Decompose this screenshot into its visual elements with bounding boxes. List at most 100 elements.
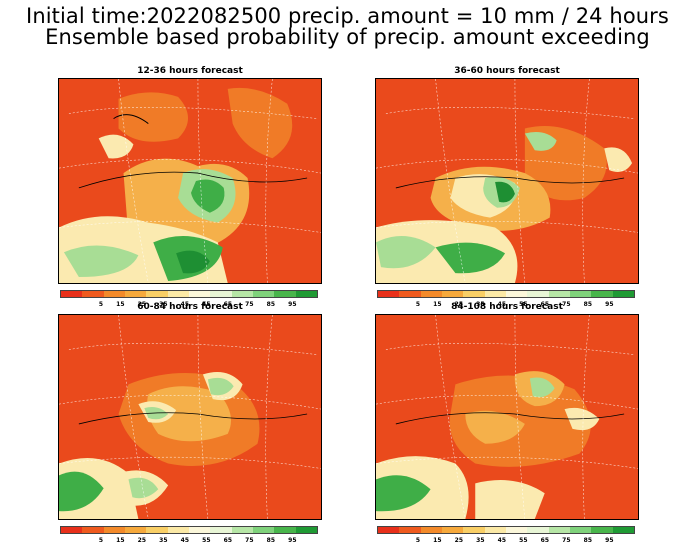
colorbar-segment [231, 291, 253, 297]
colorbar-segment [420, 291, 442, 297]
colorbar-tick-label: 95 [288, 537, 297, 544]
colorbar-tick-label: 65 [540, 537, 549, 544]
header-line-1: Initial time:2022082500 precip. amount =… [26, 4, 669, 28]
colorbar [60, 290, 318, 298]
colorbar-tick-label: 35 [476, 537, 485, 544]
colorbar-ticks: 5 15 25 35 45 55 65 75 85 95 [60, 537, 318, 547]
colorbar-segment [612, 291, 634, 297]
colorbar-segment [548, 527, 570, 533]
colorbar-tick-label: 85 [266, 301, 275, 308]
tick-spacer [297, 537, 319, 547]
tick-spacer [377, 537, 399, 547]
colorbar-segment [295, 527, 317, 533]
colorbar-segment [252, 527, 275, 533]
colorbar-tick-label: 15 [116, 537, 125, 544]
colorbar-tick-label: 5 [415, 301, 420, 308]
header-line-2: Ensemble based probability of precip. am… [45, 25, 650, 49]
colorbar-segment [82, 291, 104, 297]
colorbar [377, 526, 635, 534]
colorbar-segment [378, 291, 400, 297]
colorbar-tick-label: 15 [433, 537, 442, 544]
colorbar-tick-label: 65 [223, 301, 232, 308]
colorbar-segment [188, 527, 211, 533]
colorbar-tick-label: 55 [519, 301, 528, 308]
panel-title: 36-60 hours forecast [454, 66, 560, 76]
colorbar-segment [569, 291, 592, 297]
colorbar [377, 290, 635, 298]
colorbar-tick-label: 75 [245, 301, 254, 308]
colorbar-tick-label: 45 [180, 537, 189, 544]
forecast-panel-60-84: 60-84 hours forecast 5 15 25 35 45 55 65 75 85 95 [58, 302, 322, 550]
colorbar-segment [274, 527, 296, 533]
tick-spacer [614, 537, 636, 547]
colorbar-tick-label: 35 [476, 301, 485, 308]
colorbar-segment [527, 527, 549, 533]
colorbar-segment [463, 527, 485, 533]
colorbar-tick-label: 5 [98, 301, 103, 308]
colorbar-segment [252, 291, 275, 297]
colorbar-tick-label: 55 [202, 301, 211, 308]
colorbar-segment [82, 527, 104, 533]
colorbar-tick-label: 75 [562, 537, 571, 544]
colorbar-segment [399, 291, 421, 297]
colorbar-tick-label: 25 [454, 301, 463, 308]
colorbar-segment [61, 291, 83, 297]
colorbar-tick-label: 95 [605, 301, 614, 308]
colorbar-ticks: 5 15 25 35 45 55 65 75 85 95 [377, 301, 635, 311]
colorbar-tick-label: 5 [415, 537, 420, 544]
colorbar-tick-label: 25 [137, 537, 146, 544]
colorbar-tick-label: 55 [202, 537, 211, 544]
colorbar-segment [591, 291, 613, 297]
probability-map [58, 314, 322, 520]
colorbar-segment [420, 527, 442, 533]
figure-header: Initial time:2022082500 precip. amount =… [0, 6, 695, 48]
colorbar-segment [378, 527, 400, 533]
colorbar-segment [527, 291, 549, 297]
colorbar-tick-label: 25 [454, 537, 463, 544]
colorbar-segment [231, 527, 253, 533]
probability-map [375, 314, 639, 520]
panel-title: 12-36 hours forecast [137, 66, 243, 76]
colorbar-segment [146, 527, 168, 533]
probability-map [58, 78, 322, 284]
colorbar-segment [441, 527, 464, 533]
colorbar-segment [463, 291, 485, 297]
colorbar-tick-label: 35 [159, 537, 168, 544]
panel-title: 60-84 hours forecast [137, 302, 243, 312]
colorbar-tick-label: 75 [245, 537, 254, 544]
colorbar-segment [103, 527, 125, 533]
forecast-panel-12-36: 12-36 hours forecast 5 15 25 35 45 55 65 75 85 95 [58, 66, 322, 314]
colorbar-tick-label: 95 [605, 537, 614, 544]
colorbar-segment [591, 527, 613, 533]
forecast-panel-84-108: 84-108 hours forecast 5 15 25 35 45 55 65 75 85 9… [375, 302, 639, 550]
colorbar-segment [61, 527, 83, 533]
colorbar-tick-label: 45 [180, 301, 189, 308]
colorbar-segment [103, 291, 125, 297]
colorbar-tick-label: 55 [519, 537, 528, 544]
colorbar-tick-label: 45 [497, 301, 506, 308]
colorbar-segment [124, 527, 147, 533]
colorbar-tick-label: 15 [433, 301, 442, 308]
colorbar [60, 526, 318, 534]
colorbar-segment [124, 291, 147, 297]
colorbar-tick-label: 15 [116, 301, 125, 308]
colorbar-segment [167, 291, 189, 297]
colorbar-tick-label: 65 [540, 301, 549, 308]
colorbar-segment [441, 291, 464, 297]
probability-map [375, 78, 639, 284]
colorbar-segment [484, 527, 506, 533]
colorbar-segment [210, 527, 232, 533]
forecast-panel-36-60: 36-60 hours forecast 5 15 25 35 45 55 65 75 85 95 [375, 66, 639, 314]
colorbar-segment [146, 291, 168, 297]
colorbar-tick-label: 25 [137, 301, 146, 308]
colorbar-segment [569, 527, 592, 533]
colorbar-segment [295, 291, 317, 297]
colorbar-segment [548, 291, 570, 297]
colorbar-tick-label: 85 [266, 537, 275, 544]
colorbar-ticks: 5 15 25 35 45 55 65 75 85 95 [377, 537, 635, 547]
colorbar-segment [505, 291, 528, 297]
colorbar-segment [210, 291, 232, 297]
colorbar-segment [505, 527, 528, 533]
panel-title: 84-108 hours forecast [451, 302, 563, 312]
colorbar-tick-label: 5 [98, 537, 103, 544]
